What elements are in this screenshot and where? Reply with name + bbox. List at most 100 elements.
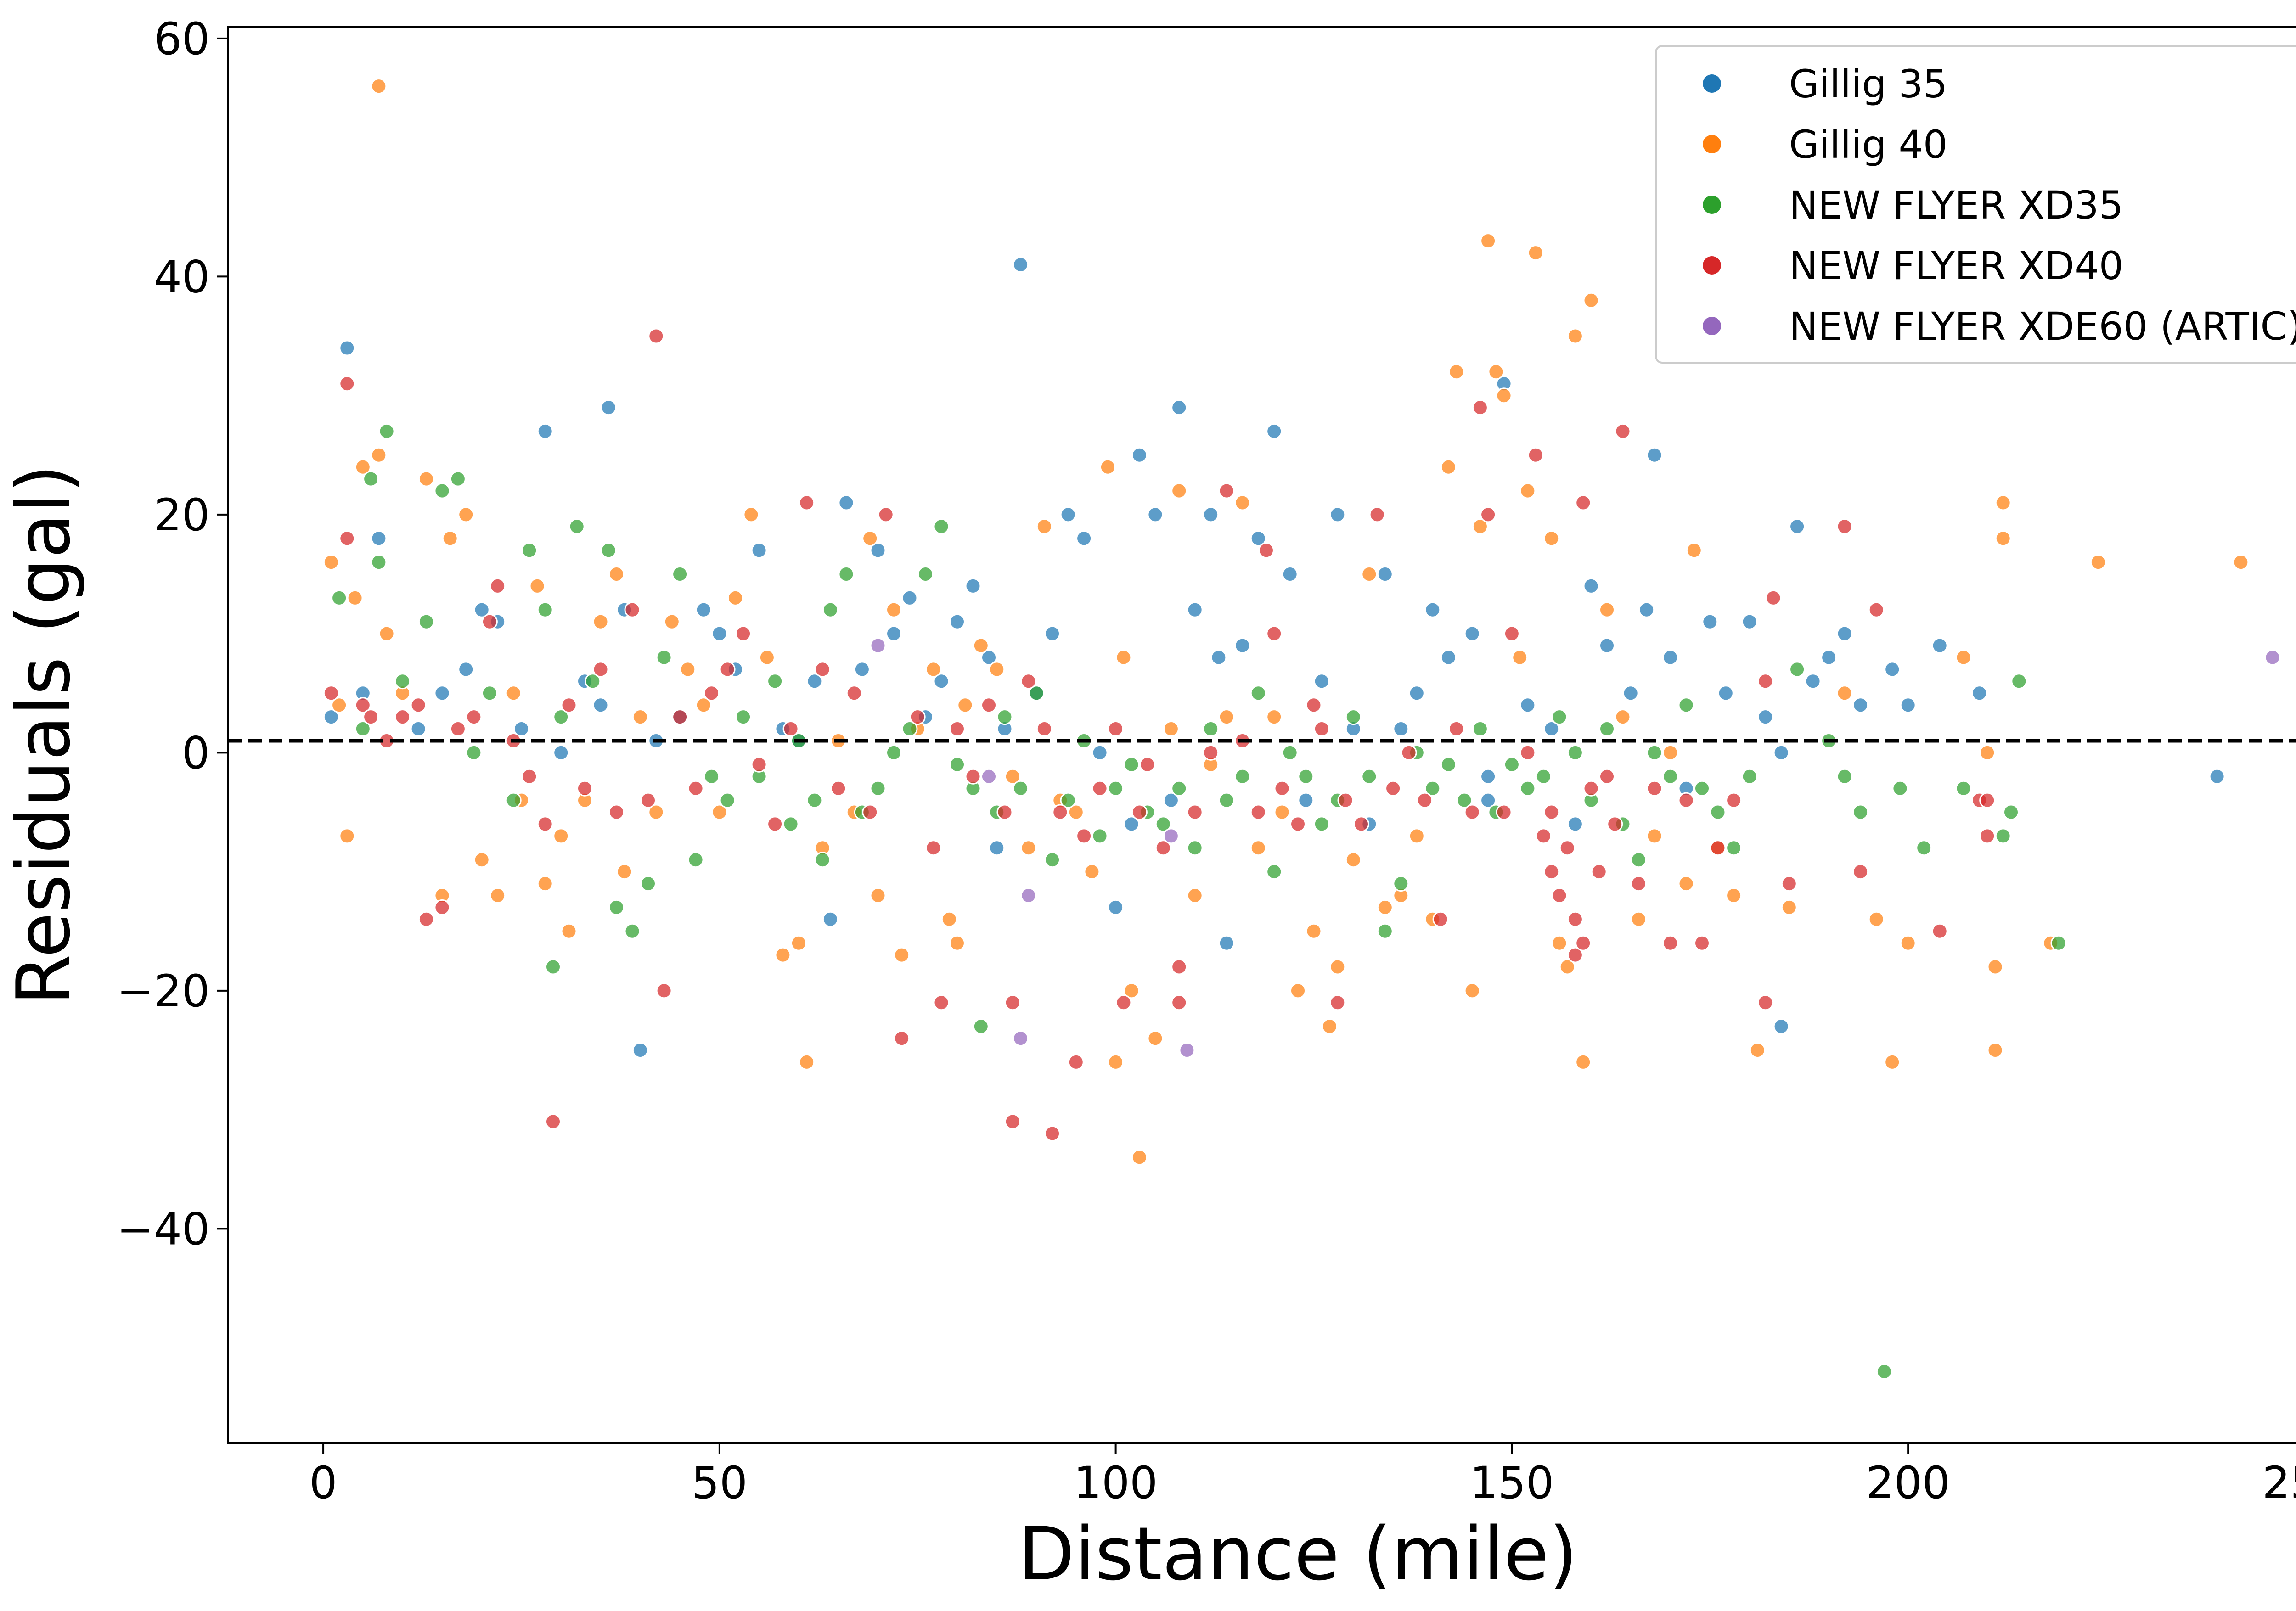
point-gillig-40 [1995,494,2011,511]
point-new-flyer-xd40 [1052,804,1069,820]
point-new-flyer-xd40 [751,756,767,773]
point-gillig-40 [648,804,664,820]
legend-label: NEW FLYER XD40 [1789,243,2123,288]
point-new-flyer-xd40 [1218,483,1235,499]
point-new-flyer-xd35 [806,792,823,808]
point-gillig-35 [1282,566,1298,582]
point-new-flyer-xd40 [545,1113,561,1130]
point-new-flyer-xd40 [1852,864,1869,880]
point-new-flyer-xde60-artic [2264,649,2281,666]
point-new-flyer-xd35 [505,792,522,808]
point-gillig-40 [1836,685,1853,702]
y-tick-label: 60 [154,13,210,65]
point-new-flyer-xd40 [608,804,625,820]
point-new-flyer-xd40 [577,780,593,797]
point-new-flyer-xd40 [1757,673,1774,690]
point-new-flyer-xd35 [1519,780,1536,797]
point-new-flyer-xd40 [1979,792,1996,808]
point-new-flyer-xd40 [339,530,355,547]
point-gillig-35 [1171,399,1187,416]
point-gillig-40 [1020,840,1037,856]
point-gillig-35 [1123,816,1140,832]
point-new-flyer-xd35 [2011,673,2027,690]
point-new-flyer-xd40 [1250,804,1266,820]
point-gillig-35 [933,673,950,690]
point-gillig-35 [371,530,387,547]
point-new-flyer-xd35 [1234,768,1251,785]
point-new-flyer-xd40 [450,721,466,737]
point-gillig-40 [1163,721,1179,737]
point-new-flyer-xde60-artic [870,637,886,654]
point-gillig-40 [1995,530,2011,547]
point-new-flyer-xd40 [1527,447,1544,463]
point-new-flyer-xd40 [1543,864,1560,880]
point-gillig-40 [1955,649,1972,666]
point-gillig-40 [1662,744,1678,761]
point-gillig-35 [1408,685,1425,702]
point-gillig-40 [1472,518,1488,535]
point-new-flyer-xd35 [1503,756,1520,773]
point-gillig-40 [1108,1054,1124,1070]
point-new-flyer-xd40 [1155,840,1171,856]
point-gillig-35 [323,709,339,725]
point-gillig-40 [1868,911,1885,927]
point-new-flyer-xd40 [1615,423,1631,439]
point-gillig-40 [347,589,363,606]
point-gillig-40 [1218,709,1235,725]
point-new-flyer-xd40 [1559,840,1576,856]
point-gillig-35 [1852,697,1869,713]
point-gillig-35 [1543,721,1560,737]
point-gillig-40 [941,911,957,927]
point-gillig-40 [632,709,648,725]
point-new-flyer-xd35 [521,542,538,559]
point-new-flyer-xd40 [1044,1125,1061,1142]
point-new-flyer-xd40 [1417,792,1433,808]
point-gillig-40 [1781,899,1797,915]
point-new-flyer-xd35 [481,685,498,702]
point-gillig-40 [1583,292,1599,309]
point-gillig-40 [862,530,878,547]
point-new-flyer-xd40 [1575,935,1592,951]
point-new-flyer-xd40 [410,697,427,713]
point-gillig-35 [1210,649,1227,666]
point-gillig-35 [1717,685,1734,702]
legend-label: NEW FLYER XDE60 (ARTIC) [1789,304,2296,349]
point-gillig-40 [1274,804,1290,820]
point-gillig-40 [1726,887,1742,904]
point-new-flyer-xd40 [1131,804,1148,820]
x-tick-label: 100 [1074,1457,1158,1509]
point-new-flyer-xd35 [886,744,902,761]
point-gillig-35 [1147,506,1164,523]
point-gillig-40 [1987,1042,2003,1058]
point-new-flyer-xd40 [1171,994,1187,1011]
point-new-flyer-xd40 [1496,804,1512,820]
point-gillig-35 [1298,792,1314,808]
point-new-flyer-xd40 [1551,887,1568,904]
point-new-flyer-xd35 [901,721,918,737]
x-axis-title: Distance (mile) [1018,1511,1578,1597]
point-gillig-40 [1250,840,1266,856]
point-new-flyer-xd40 [933,994,950,1011]
y-tick-label: −20 [117,965,210,1017]
point-new-flyer-xd40 [1575,494,1592,511]
point-new-flyer-xd35 [996,709,1013,725]
point-gillig-40 [418,471,434,487]
point-gillig-40 [442,530,458,547]
point-new-flyer-xd40 [1757,994,1774,1011]
point-gillig-40 [1329,959,1346,975]
point-gillig-40 [1979,744,1996,761]
point-gillig-40 [1322,1018,1338,1035]
point-new-flyer-xd40 [1678,792,1694,808]
legend-box [1655,45,2296,364]
point-new-flyer-xd40 [1306,697,1322,713]
point-new-flyer-xd40 [1503,625,1520,642]
point-new-flyer-xd40 [1726,792,1742,808]
point-new-flyer-xd40 [1274,780,1290,797]
point-gillig-35 [1480,792,1497,808]
point-gillig-40 [1496,387,1512,404]
point-new-flyer-xd35 [767,673,783,690]
point-gillig-35 [1519,697,1536,713]
point-gillig-40 [1123,982,1140,999]
point-gillig-40 [1099,459,1116,475]
point-new-flyer-xd40 [1543,804,1560,820]
